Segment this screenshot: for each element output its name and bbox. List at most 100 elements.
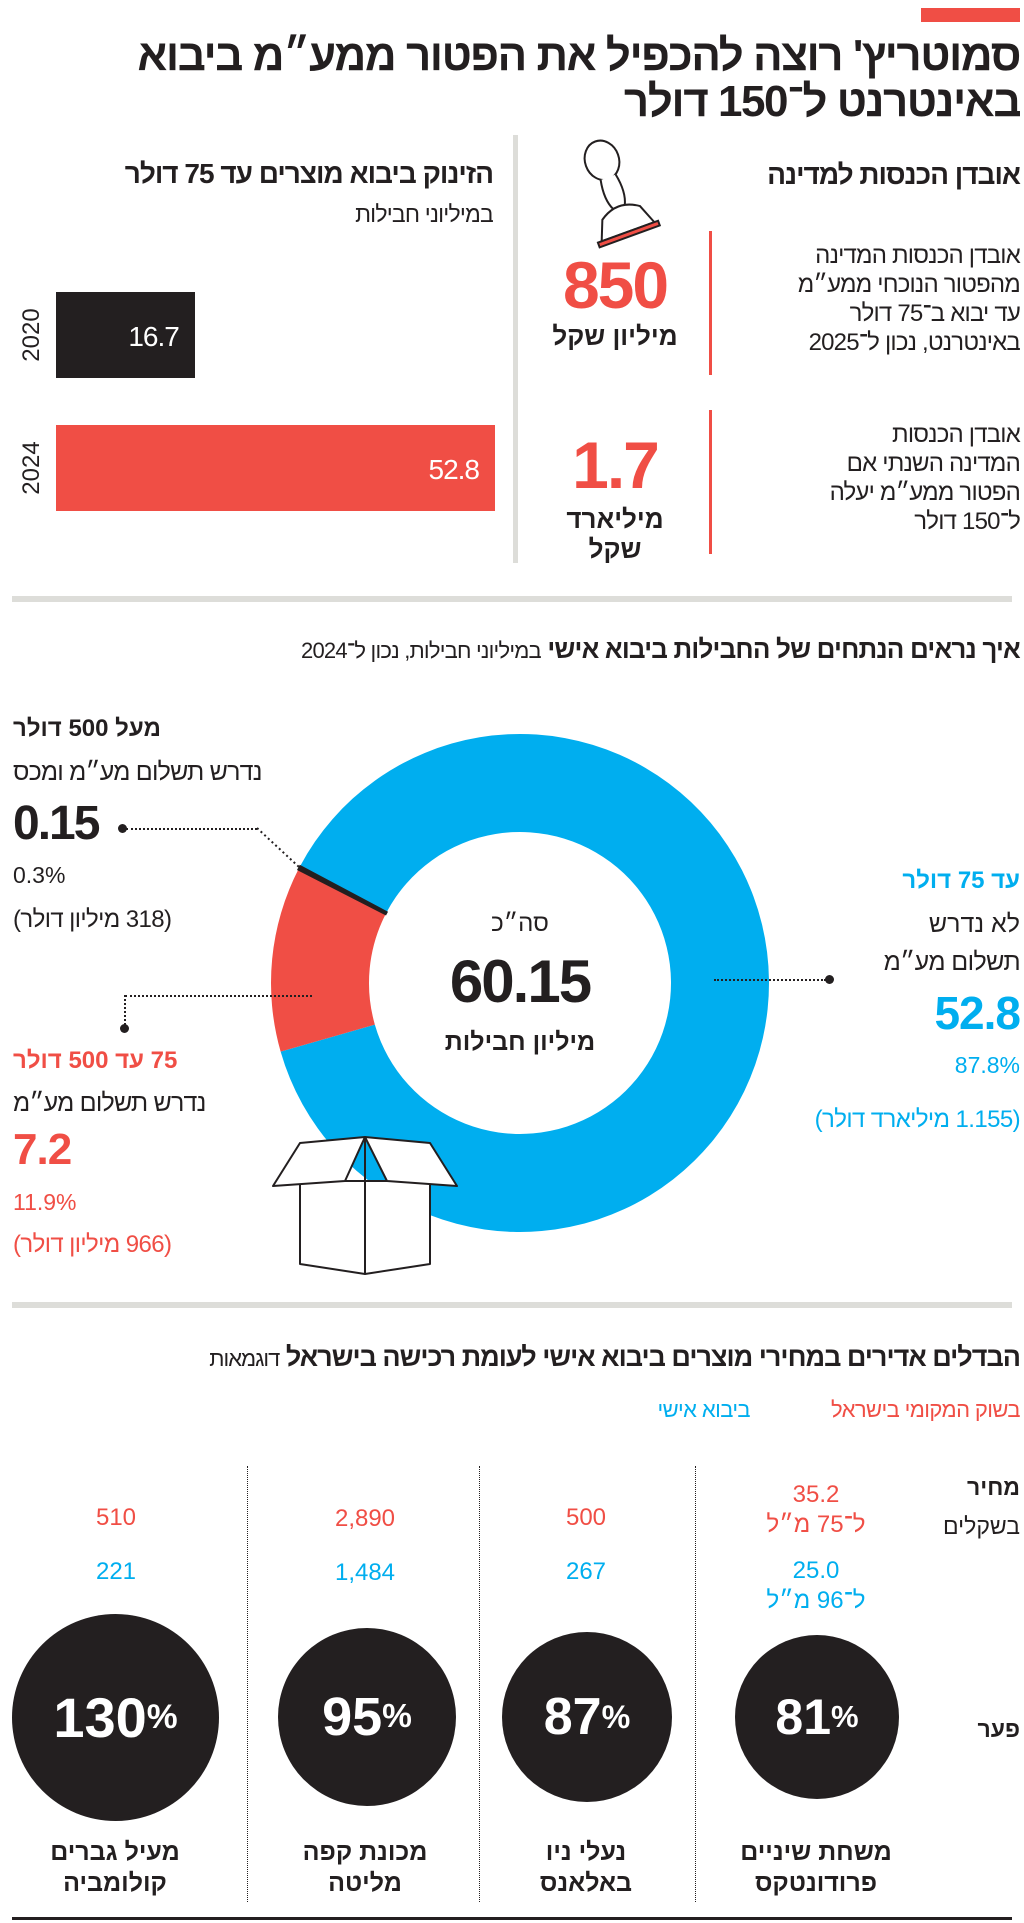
item-import-price: 267 bbox=[565, 1558, 607, 1585]
slice-over500-percent: 0.3% bbox=[13, 862, 66, 888]
stat2-line: אובדן הכנסות bbox=[892, 421, 1021, 448]
item-name-line2: קולומביה bbox=[63, 1869, 167, 1897]
legend-import: ביבוא אישי bbox=[657, 1397, 750, 1422]
stat1-line: אובדן הכנסות המדינה bbox=[815, 242, 1021, 269]
section-divider bbox=[12, 596, 1012, 602]
donut-center-value: 60.15 bbox=[449, 948, 592, 1015]
prices-title-suffix: דוגמאות bbox=[209, 1346, 280, 1371]
item-import-note: ל־96 מ״ל bbox=[766, 1587, 866, 1614]
item-name-line2: באלאנס bbox=[539, 1869, 633, 1897]
item-local-price: 2,890 bbox=[334, 1505, 396, 1532]
gap-badge: 130% bbox=[12, 1614, 219, 1821]
stat1-line: באינטרנט, נכון ל־2025 bbox=[808, 329, 1021, 356]
donut-chart bbox=[270, 733, 769, 1232]
stat2-value: 1.7 bbox=[572, 428, 660, 502]
donut-center-unit: מיליון חבילות bbox=[444, 1028, 596, 1056]
item-local-price: 35.2 bbox=[792, 1481, 840, 1508]
stat1-value: 850 bbox=[562, 248, 669, 322]
bar-value-label: 52.8 bbox=[428, 454, 480, 485]
slice-under75-note2: תשלום מע״מ bbox=[883, 948, 1021, 976]
stat2-line: ל־150 דולר bbox=[914, 508, 1021, 535]
gap-badge: 87% bbox=[502, 1632, 672, 1802]
column-separator bbox=[479, 1466, 480, 1902]
gap-value: 95 bbox=[322, 1687, 383, 1747]
leader-line bbox=[714, 979, 826, 981]
leader-dot bbox=[120, 1024, 129, 1033]
percent-sign: % bbox=[831, 1699, 859, 1734]
slice-under75-amount: (1.155 מיליארד דולר) bbox=[814, 1106, 1021, 1133]
donut-center-label: סה״כ bbox=[491, 910, 549, 937]
gap-badge: 95% bbox=[278, 1628, 456, 1806]
bar-chart-subtitle: במיליוני חבילות bbox=[355, 201, 494, 227]
section-divider-vertical bbox=[513, 135, 518, 563]
leader-dot bbox=[118, 824, 127, 833]
bar-2024: 52.8 bbox=[56, 425, 495, 511]
rubber-stamp-icon bbox=[583, 139, 662, 249]
row-gap-label: פער bbox=[977, 1716, 1020, 1742]
donut-title-main: איך נראים הנתחים של החבילות ביבוא אישי bbox=[547, 634, 1020, 664]
stat2-unit-line1: מיליארד bbox=[566, 504, 664, 534]
bar-chart-title: הזינוק ביבוא מוצרים עד 75 דולר bbox=[124, 158, 494, 189]
donut-slice bbox=[280, 733, 769, 1232]
item-name-line2: מליטה bbox=[328, 1869, 402, 1897]
open-box-icon bbox=[272, 1136, 458, 1275]
item-local-note: ל־75 מ״ל bbox=[766, 1511, 866, 1538]
stat2-line: המדינה השנתי אם bbox=[846, 450, 1021, 477]
slice-mid-name: 75 עד 500 דולר bbox=[13, 1047, 178, 1074]
stat1-divider bbox=[709, 231, 712, 375]
item-import-price: 25.0 bbox=[792, 1557, 840, 1584]
slice-mid-note: נדרש תשלום מע״מ bbox=[13, 1089, 206, 1117]
leader-line bbox=[124, 995, 126, 1025]
gap-badge: 81% bbox=[735, 1635, 899, 1799]
slice-over500-amount: (318 מיליון דולר) bbox=[13, 906, 172, 933]
revenue-heading: אובדן הכנסות למדינה bbox=[767, 159, 1021, 190]
slice-over500-value: 0.15 bbox=[13, 797, 100, 850]
gap-value: 81 bbox=[775, 1689, 832, 1745]
percent-sign: % bbox=[146, 1698, 178, 1736]
bottom-rule bbox=[12, 1917, 1012, 1920]
slice-under75-note: לא נדרש bbox=[928, 910, 1020, 938]
stat2-divider bbox=[709, 410, 712, 554]
leader-line bbox=[126, 828, 257, 830]
item-name-line2: פרודונטקס bbox=[754, 1869, 878, 1897]
slice-under75-percent: 87.8% bbox=[954, 1052, 1020, 1078]
item-name-line1: מעיל גברים bbox=[50, 1838, 180, 1866]
donut-title-sub: במיליוני חבילות, נכון ל־2024 bbox=[301, 638, 542, 663]
gap-value: 130 bbox=[53, 1686, 147, 1749]
slice-over500-note: נדרש תשלום מע״מ ומכס bbox=[13, 758, 262, 786]
item-name-line1: נעלי ניו bbox=[545, 1838, 627, 1866]
stat1-unit: מיליון שקל bbox=[552, 321, 678, 351]
item-name-line1: משחת שיניים bbox=[740, 1838, 892, 1866]
donut-title: איך נראים הנתחים של החבילות ביבוא אישי ב… bbox=[301, 634, 1021, 664]
percent-sign: % bbox=[601, 1698, 631, 1735]
leader-line bbox=[256, 827, 300, 868]
stat1-line: עד יבוא ב־75 דולר bbox=[849, 300, 1021, 327]
accent-bar bbox=[921, 8, 1020, 22]
item-local-price: 500 bbox=[565, 1504, 607, 1531]
item-name-line1: מכונת קפה bbox=[302, 1838, 428, 1866]
slice-under75-name: עד 75 דולר bbox=[902, 867, 1020, 894]
leader-dot bbox=[825, 975, 834, 984]
slice-mid-value: 7.2 bbox=[13, 1125, 72, 1174]
item-import-price: 1,484 bbox=[334, 1559, 396, 1586]
bar-2020: 16.7 bbox=[56, 292, 195, 378]
legend-local: בשוק המקומי בישראל bbox=[831, 1397, 1021, 1422]
bar-value-label: 16.7 bbox=[128, 321, 179, 352]
slice-under75-value: 52.8 bbox=[934, 987, 1021, 1039]
leader-line bbox=[125, 995, 312, 997]
gap-value: 87 bbox=[543, 1688, 602, 1746]
slice-mid-percent: 11.9% bbox=[13, 1189, 77, 1215]
percent-sign: % bbox=[382, 1698, 412, 1735]
row-price-label: מחיר bbox=[967, 1474, 1020, 1500]
item-import-price: 221 bbox=[95, 1558, 137, 1585]
slice-over500-name: מעל 500 דולר bbox=[13, 715, 161, 742]
page-title-line2: באינטרנט ל־150 דולר bbox=[623, 77, 1022, 126]
slice-mid-amount: (966 מיליון דולר) bbox=[13, 1231, 172, 1258]
stat2-line: הפטור ממע״מ יעלה bbox=[829, 479, 1021, 506]
row-price-sublabel: בשקלים bbox=[943, 1513, 1020, 1539]
column-separator bbox=[695, 1466, 696, 1902]
section-divider bbox=[12, 1302, 1012, 1308]
stat1-line: מהפטור הנוכחי ממע״מ bbox=[797, 271, 1021, 298]
stat2-unit-line2: שקל bbox=[588, 534, 642, 564]
prices-title-main: הבדלים אדירים במחירי מוצרים ביבוא אישי ל… bbox=[285, 1342, 1021, 1372]
